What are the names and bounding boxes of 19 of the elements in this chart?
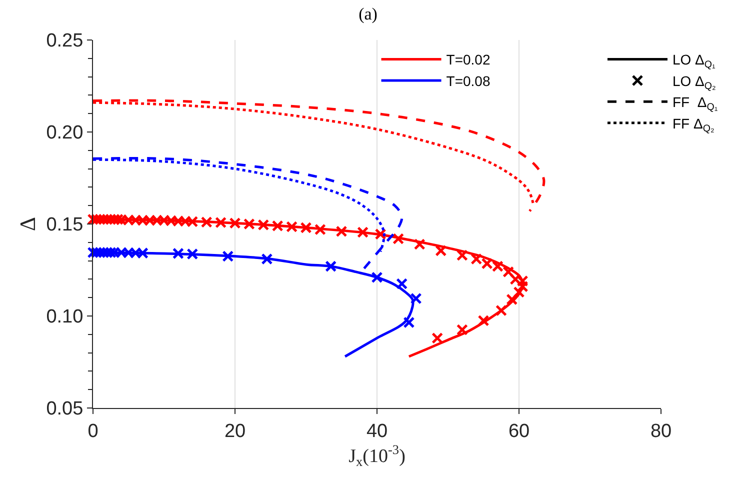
legend-label: T=0.02 [446,52,490,68]
y-axis-title: Δ [15,216,40,232]
legend-label: T=0.08 [446,72,490,89]
legend-label: LO Δ$_{Q₁}$ [672,52,716,71]
x-tick-label: 20 [224,420,246,442]
legend-label: LO Δ$_{Q₂}$ [672,72,716,92]
y-tick-label: 0.20 [46,122,84,144]
x-tick-label: 80 [650,420,672,442]
x-tick-label: 0 [88,420,98,442]
legend-label: FF Δ$_{Q₁}$ [672,94,718,114]
x-tick-label: 60 [508,420,530,442]
y-tick-label: 0.25 [46,30,84,52]
y-tick-label: 0.10 [46,306,84,328]
x-tick-label: 40 [366,420,388,442]
y-tick-label: 0.05 [46,398,84,420]
x-axis-title: J$_{x}$(10$^{-3}$) [348,442,406,469]
y-tick-label: 0.15 [46,214,84,236]
chart-title: (a) [358,4,378,24]
legend-label: FF Δ$_{Q₂}$ [672,115,714,134]
